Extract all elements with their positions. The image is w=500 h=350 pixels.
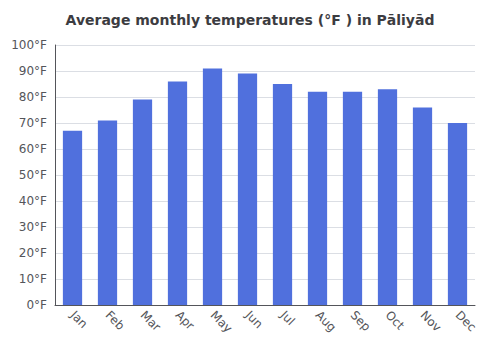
svg-text:50°F: 50°F: [19, 168, 47, 182]
svg-text:60°F: 60°F: [19, 142, 47, 156]
svg-text:30°F: 30°F: [19, 220, 47, 234]
svg-text:70°F: 70°F: [19, 116, 47, 130]
svg-text:Feb: Feb: [103, 308, 128, 333]
svg-text:Dec: Dec: [453, 308, 479, 334]
svg-text:Nov: Nov: [418, 308, 444, 334]
svg-text:Jul: Jul: [277, 307, 298, 328]
svg-text:40°F: 40°F: [19, 194, 47, 208]
svg-text:Sep: Sep: [348, 308, 374, 334]
svg-text:Apr: Apr: [173, 308, 198, 333]
svg-text:Oct: Oct: [383, 308, 408, 333]
svg-text:Average monthly temperatures (: Average monthly temperatures (°F ) in Pā…: [66, 12, 435, 28]
svg-text:Aug: Aug: [313, 308, 339, 334]
svg-text:0°F: 0°F: [26, 298, 47, 312]
svg-text:Mar: Mar: [138, 308, 164, 334]
svg-text:80°F: 80°F: [19, 90, 47, 104]
svg-text:Jan: Jan: [67, 307, 91, 331]
svg-text:90°F: 90°F: [19, 64, 47, 78]
svg-text:20°F: 20°F: [19, 246, 47, 260]
svg-text:10°F: 10°F: [19, 272, 47, 286]
svg-text:Jun: Jun: [242, 307, 266, 331]
svg-text:May: May: [208, 308, 235, 335]
svg-text:100°F: 100°F: [11, 38, 47, 52]
